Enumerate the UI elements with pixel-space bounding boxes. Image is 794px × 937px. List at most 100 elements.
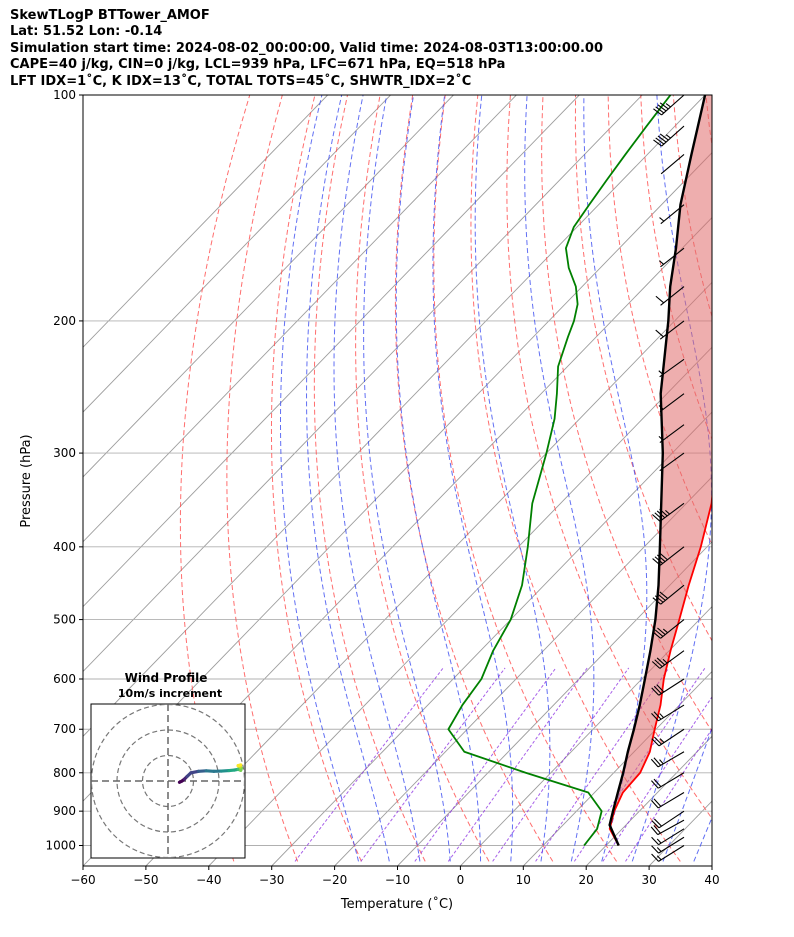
dry-adiabat [607, 95, 712, 546]
hodograph-segment [236, 763, 243, 768]
moist-adiabat [395, 95, 482, 862]
dewpoint-line [447, 95, 672, 847]
barb-shaft [658, 836, 685, 854]
barb-feather [652, 558, 661, 566]
barb-feather [653, 757, 662, 766]
barb-feather [659, 591, 669, 599]
barb-feather [655, 295, 665, 304]
hodograph-ring [91, 704, 245, 858]
barb-feather [653, 108, 662, 116]
barb-feather [657, 593, 666, 601]
barb-shaft [657, 819, 685, 836]
barb-feather [654, 659, 663, 668]
barb-feather [651, 687, 660, 696]
barb-shaft [658, 810, 685, 829]
barb-feather [651, 820, 660, 829]
barb-feather [656, 838, 662, 844]
y-tick-label: 1000 [45, 839, 76, 853]
barb-feather [656, 554, 666, 562]
inset-title: Wind Profile [125, 671, 208, 685]
barb-feather [665, 509, 670, 515]
x-tick-label: 30 [641, 873, 656, 887]
dry-adiabat [771, 95, 794, 861]
barb-feather [653, 711, 662, 720]
isotherm [271, 411, 712, 866]
wind-barb [655, 286, 685, 306]
dry-adiabat [506, 95, 712, 820]
barb-feather [654, 512, 663, 520]
barb-feather [650, 826, 659, 836]
barb-feather [659, 759, 664, 765]
barb-shaft [658, 678, 685, 696]
axis-ticks: −60 −50 −40 −30 −20 −10 0 10 20 30 40 100 200 300 400 5… [45, 88, 719, 887]
barb-feather [651, 800, 659, 809]
wind-barb [658, 393, 685, 413]
mixing-ratio-line [602, 696, 712, 862]
wind-barb [659, 204, 685, 225]
isotherm [145, 281, 712, 866]
barb-feather [653, 818, 662, 827]
barb-feather [658, 260, 664, 265]
y-tick-label: 300 [53, 446, 76, 460]
barb-feather [651, 853, 659, 862]
wind-barb [651, 845, 685, 862]
wind-barb [651, 792, 685, 809]
chart-header: SkewTLogP BTTower_AMOF Lat: 51.52 Lon: -… [10, 8, 603, 90]
dry-adiabat [705, 95, 712, 150]
moist-adiabat [662, 726, 712, 862]
isobar-isotherm-grid [83, 95, 712, 866]
barb-feather [653, 139, 662, 147]
barb-shaft [659, 546, 685, 566]
isotherm [397, 541, 712, 866]
barb-feather [659, 217, 665, 222]
mixing-ratio-line [294, 667, 444, 862]
x-tick-label: 40 [704, 873, 719, 887]
inset-subtitle: 10m/s increment [118, 687, 222, 700]
barb-feather [654, 629, 664, 637]
barb-feather [659, 738, 665, 743]
dry-adiabat [394, 95, 554, 862]
wind-barb [658, 424, 685, 443]
y-tick-label: 900 [53, 804, 76, 818]
barb-feather [655, 137, 665, 145]
y-tick-label: 600 [53, 672, 76, 686]
barb-feather [665, 103, 671, 108]
x-tick-label: 10 [516, 873, 531, 887]
y-axis-label: Pressure (hPa) [19, 434, 34, 527]
barb-feather [653, 778, 662, 788]
isotherm [83, 95, 643, 673]
header-time-line: Simulation start time: 2024-08-02_00:00:… [10, 40, 603, 56]
x-axis-label: Temperature (˚C) [340, 896, 453, 912]
barb-feather [656, 855, 662, 861]
barb-feather [653, 736, 662, 745]
dry-adiabat [226, 95, 299, 862]
barb-feather [657, 627, 666, 635]
wind-barb [651, 772, 685, 789]
barb-feather [657, 135, 667, 143]
barb-shaft [659, 424, 685, 443]
mixing-ratio-line [492, 667, 630, 862]
barb-feather [654, 556, 664, 564]
cin-area [609, 95, 712, 827]
x-tick-label: −30 [259, 873, 284, 887]
moist-adiabat [474, 95, 551, 862]
y-tick-label: 100 [53, 88, 76, 102]
barb-feather [659, 102, 669, 110]
adiabats-and-mixing-lines [179, 95, 794, 862]
moist-adiabat [583, 95, 648, 862]
temperature-line [608, 488, 712, 846]
wind-profile-inset [90, 703, 246, 859]
barb-feather [659, 552, 668, 561]
mixing-ratio-line [360, 667, 506, 862]
mixing-ratio-line [447, 667, 588, 862]
wind-barb [651, 650, 685, 669]
barb-feather [653, 685, 662, 694]
barb-feather [662, 628, 668, 634]
barb-feather [652, 631, 661, 639]
barb-shaft [660, 286, 685, 306]
barb-feather [655, 329, 664, 338]
wind-barb [655, 320, 685, 340]
x-tick-label: 0 [457, 873, 465, 887]
barb-shaft [659, 358, 685, 378]
barb-feather [651, 845, 659, 854]
